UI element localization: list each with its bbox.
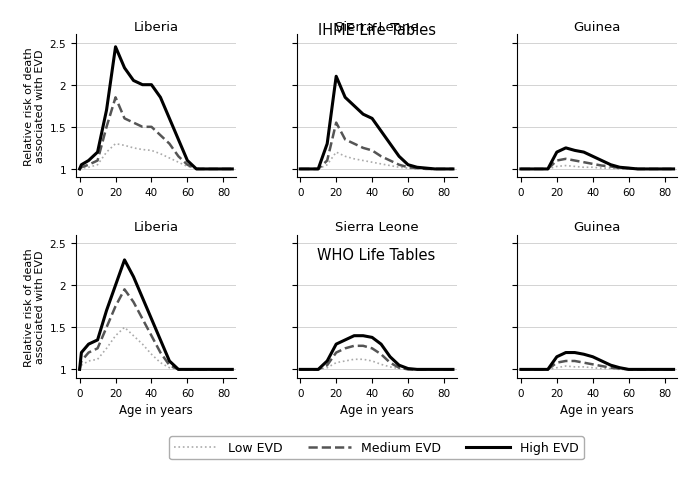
Y-axis label: Relative risk of death
associated with EVD: Relative risk of death associated with E… <box>24 247 46 366</box>
Title: Sierra Leone: Sierra Leone <box>334 21 419 34</box>
Legend: Low EVD, Medium EVD, High EVD: Low EVD, Medium EVD, High EVD <box>169 436 584 459</box>
Text: IHME Life Tables: IHME Life Tables <box>318 23 435 38</box>
Title: Guinea: Guinea <box>574 221 621 234</box>
Title: Liberia: Liberia <box>133 221 178 234</box>
X-axis label: Age in years: Age in years <box>340 403 413 416</box>
Y-axis label: Relative risk of death
associated with EVD: Relative risk of death associated with E… <box>24 47 46 166</box>
Title: Liberia: Liberia <box>133 21 178 34</box>
X-axis label: Age in years: Age in years <box>560 403 634 416</box>
X-axis label: Age in years: Age in years <box>119 403 193 416</box>
Title: Guinea: Guinea <box>574 21 621 34</box>
Text: WHO Life Tables: WHO Life Tables <box>317 248 436 263</box>
Title: Sierra Leone: Sierra Leone <box>334 221 419 234</box>
